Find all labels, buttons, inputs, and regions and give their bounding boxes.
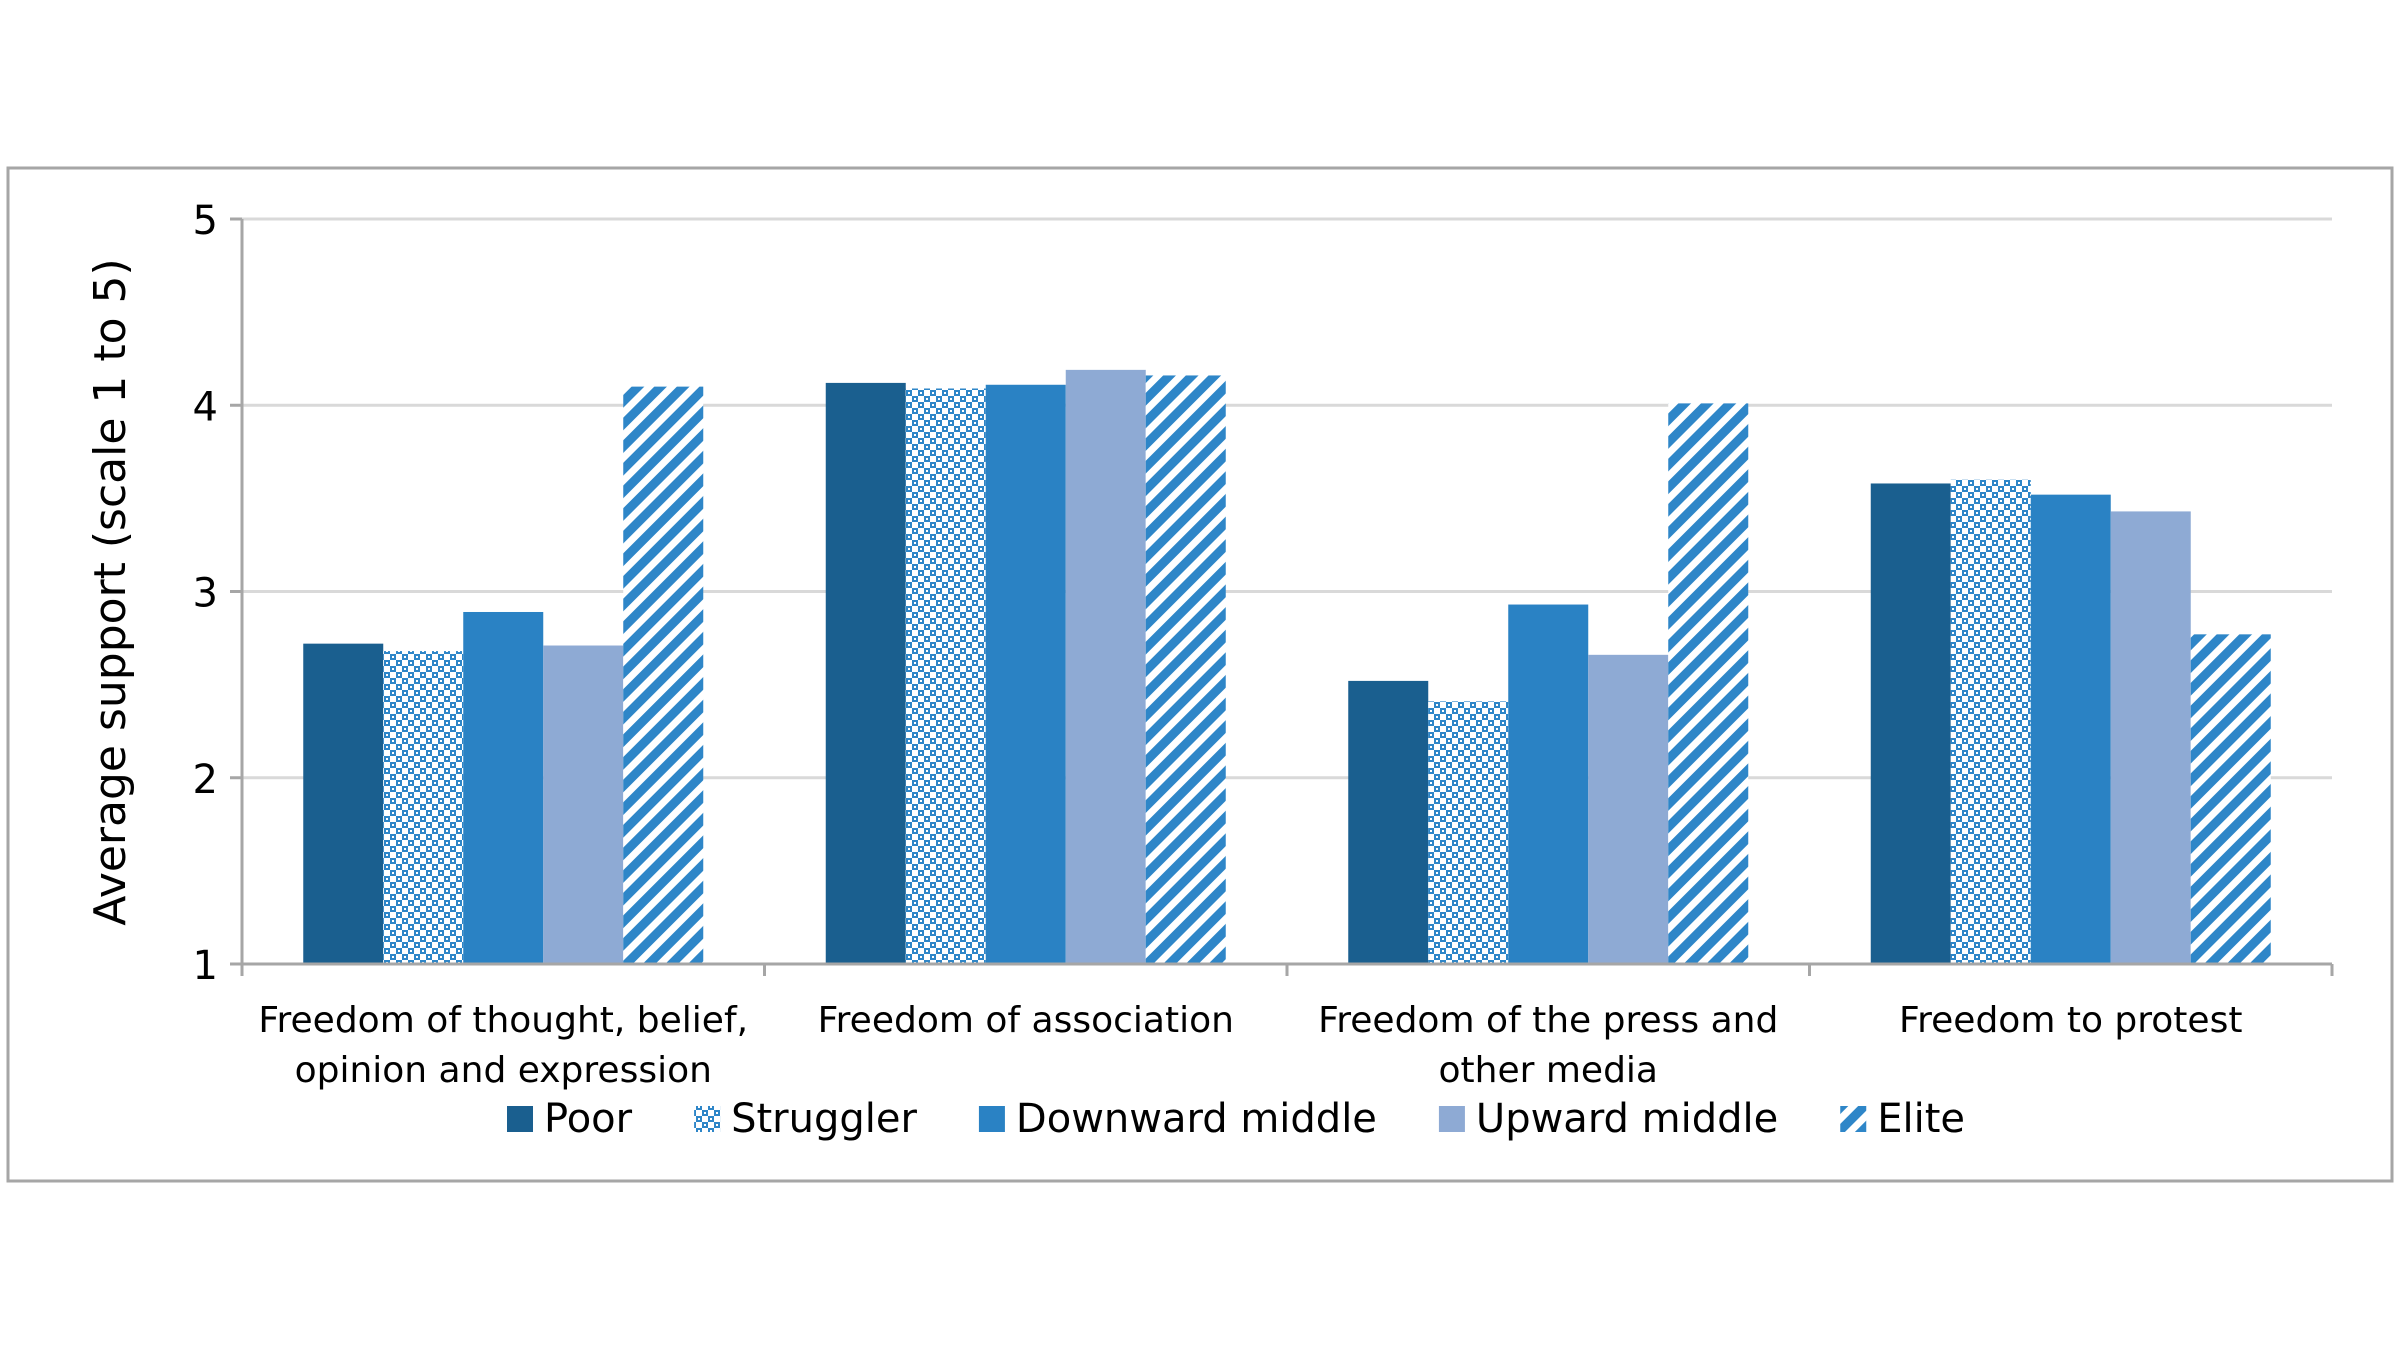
legend-label: Poor [544, 1096, 633, 1142]
legend-label: Elite [1877, 1096, 1965, 1142]
legend-swatch [1840, 1106, 1867, 1132]
legend-swatch [694, 1106, 721, 1132]
bar-struggler [1950, 479, 2031, 964]
bar-downward-middle [2030, 494, 2111, 964]
bar-elite [1668, 403, 1749, 964]
bar-poor [825, 382, 906, 964]
legend-swatch [507, 1106, 533, 1132]
bar-downward-middle [985, 384, 1066, 964]
legend-label: Downward middle [1016, 1096, 1377, 1142]
legend-label: Upward middle [1476, 1096, 1778, 1142]
x-tick-label: other media [1439, 1050, 1658, 1091]
bar-upward-middle [2110, 511, 2191, 964]
x-tick-label: Freedom of thought, belief, [258, 1000, 748, 1041]
y-tick-label: 2 [193, 757, 218, 803]
y-tick-label: 4 [193, 384, 218, 430]
x-tick-label: Freedom to protest [1899, 1000, 2242, 1041]
y-tick-label: 5 [193, 198, 218, 244]
bar-elite [2190, 634, 2271, 964]
bar-upward-middle [543, 645, 624, 964]
bar-struggler [905, 388, 986, 964]
bar-elite [623, 386, 704, 964]
y-tick-label: 3 [193, 571, 218, 617]
bar-poor [1870, 483, 1951, 964]
y-axis-label: Average support (scale 1 to 5) [85, 258, 136, 925]
bar-poor [303, 643, 384, 964]
bar-struggler [383, 651, 464, 964]
x-tick-label: Freedom of association [818, 1000, 1234, 1041]
x-tick-label: Freedom of the press and [1318, 1000, 1778, 1041]
x-tick-label: opinion and expression [295, 1050, 712, 1091]
legend-swatch [1438, 1106, 1465, 1132]
bar-struggler [1428, 701, 1509, 964]
legend-swatch [978, 1106, 1005, 1132]
bar-upward-middle [1588, 654, 1669, 964]
y-tick-label: 1 [193, 943, 218, 989]
bar-downward-middle [1508, 604, 1589, 964]
bar-elite [1145, 375, 1226, 964]
bar-poor [1348, 680, 1429, 964]
legend-label: Struggler [731, 1096, 917, 1142]
bar-downward-middle [463, 611, 544, 964]
bar-upward-middle [1065, 369, 1146, 964]
